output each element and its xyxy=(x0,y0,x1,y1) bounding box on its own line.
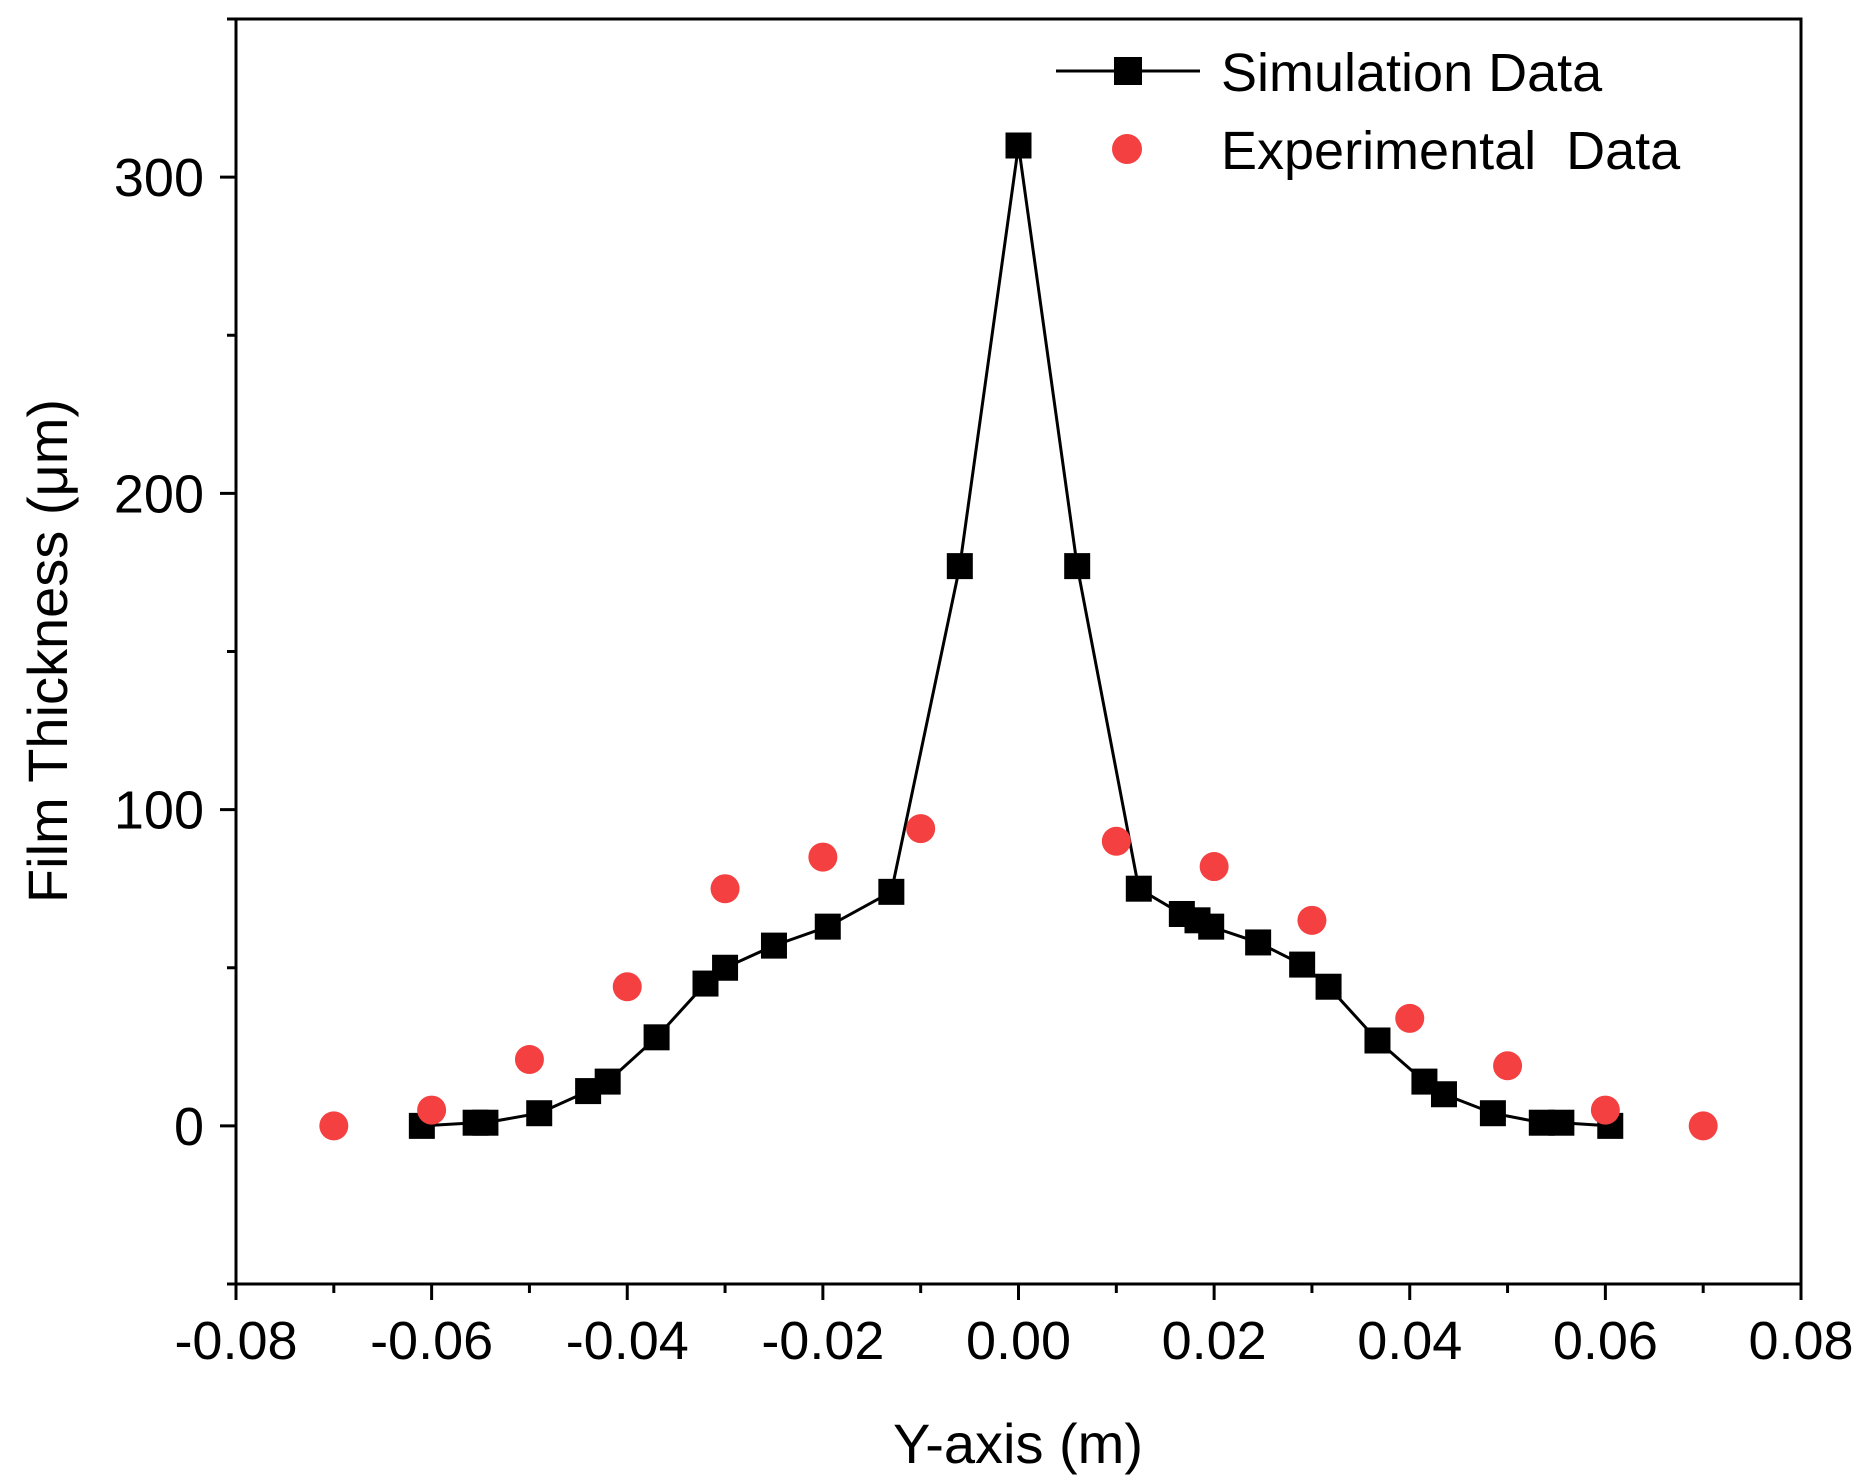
simulation-point xyxy=(472,1109,499,1136)
experimental-point xyxy=(417,1095,447,1125)
y-tick-label: 300 xyxy=(114,148,204,208)
experimental-point xyxy=(710,874,740,904)
experimental-point xyxy=(612,972,642,1002)
simulation-point xyxy=(1430,1081,1457,1108)
simulation-point xyxy=(1479,1100,1506,1127)
experimental-point xyxy=(319,1111,349,1141)
simulation-point xyxy=(643,1024,670,1051)
experimental-point xyxy=(808,842,838,872)
x-tick-label: 0.00 xyxy=(966,1311,1071,1371)
simulation-point xyxy=(1315,973,1342,1000)
experimental-point xyxy=(1297,905,1327,935)
experimental-point xyxy=(906,814,936,844)
y-axis-ticks: 0 100 200 300 xyxy=(114,17,236,1286)
y-tick-label: 100 xyxy=(114,781,204,841)
experimental-point xyxy=(1590,1095,1620,1125)
experimental-point xyxy=(1688,1111,1718,1141)
legend-experimental-label: Experimental Data xyxy=(1221,121,1681,181)
x-tick-label: 0.08 xyxy=(1748,1311,1853,1371)
simulation-point xyxy=(946,553,973,580)
simulation-point xyxy=(594,1068,621,1095)
simulation-point xyxy=(1245,929,1272,956)
simulation-point xyxy=(814,913,841,940)
x-tick-label: -0.04 xyxy=(566,1311,689,1371)
y-tick-label: 200 xyxy=(114,464,204,524)
legend-experimental-marker xyxy=(1112,134,1142,164)
y-tick-label: 0 xyxy=(174,1097,204,1157)
x-tick-label: -0.06 xyxy=(370,1311,493,1371)
simulation-point xyxy=(1064,553,1091,580)
experimental-point xyxy=(1199,852,1229,882)
x-tick-label: -0.08 xyxy=(174,1311,297,1371)
x-axis-title: Y-axis (m) xyxy=(893,1412,1143,1475)
simulation-point xyxy=(878,878,905,905)
plot-frame xyxy=(234,17,1803,1286)
simulation-point xyxy=(1364,1027,1391,1054)
simulation-point xyxy=(1005,132,1032,159)
experimental-point xyxy=(1493,1051,1523,1081)
x-tick-label: 0.04 xyxy=(1357,1311,1462,1371)
simulation-point xyxy=(1289,951,1316,978)
simulation-point xyxy=(760,932,787,959)
y-axis-title: Film Thickness (μm) xyxy=(16,399,79,903)
legend-simulation-marker xyxy=(1114,57,1142,85)
experimental-point xyxy=(514,1044,544,1074)
x-tick-label: -0.02 xyxy=(761,1311,884,1371)
experimental-series xyxy=(319,814,1718,1141)
x-tick-label: 0.06 xyxy=(1553,1311,1658,1371)
experimental-point xyxy=(1101,826,1131,856)
experimental-point xyxy=(1395,1003,1425,1033)
legend-simulation-label: Simulation Data xyxy=(1221,43,1603,103)
simulation-point xyxy=(1198,913,1225,940)
simulation-series xyxy=(408,132,1624,1139)
simulation-line xyxy=(421,145,1611,1128)
simulation-point xyxy=(1548,1109,1575,1136)
x-axis-ticks: -0.08 -0.06 -0.04 -0.02 0.00 0.02 0.04 0.06 0.08 xyxy=(174,1284,1854,1371)
simulation-point xyxy=(1125,875,1152,902)
legend: Simulation Data Experimental Data xyxy=(1056,43,1681,181)
x-tick-label: 0.02 xyxy=(1162,1311,1267,1371)
simulation-point xyxy=(526,1100,553,1127)
simulation-point xyxy=(712,954,739,981)
